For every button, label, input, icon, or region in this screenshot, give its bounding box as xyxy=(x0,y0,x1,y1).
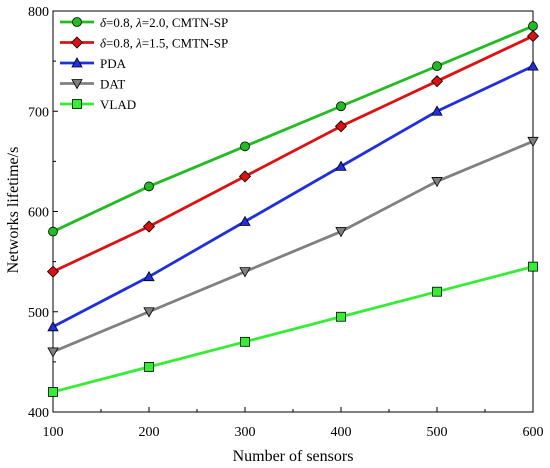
data-point xyxy=(142,220,156,233)
x-tick-label: 200 xyxy=(139,425,160,440)
legend-label: PDA xyxy=(100,56,127,71)
data-point xyxy=(526,29,540,43)
legend-entry: VLAD xyxy=(60,97,136,112)
series-line xyxy=(52,64,534,329)
y-tick-label: 500 xyxy=(28,306,49,321)
data-point xyxy=(431,177,443,188)
series-4 xyxy=(47,136,539,358)
y-tick-label: 600 xyxy=(28,206,49,221)
legend-label: δ=0.8, λ=1.5, CMTN-SP xyxy=(100,36,228,51)
plot-area: 100 200 300 400 500 600 400 500 600 700 800 xyxy=(28,5,544,440)
series-line xyxy=(52,140,534,354)
data-point xyxy=(431,105,443,116)
data-point xyxy=(432,286,442,297)
data-point xyxy=(527,136,539,148)
data-point xyxy=(240,141,250,152)
data-point xyxy=(239,215,251,226)
series-line xyxy=(52,265,534,394)
data-point xyxy=(48,387,58,397)
legend-label: DAT xyxy=(100,77,125,92)
data-point xyxy=(143,270,155,282)
x-tick-label: 300 xyxy=(235,425,256,440)
legend-marker xyxy=(71,57,83,68)
data-point xyxy=(238,170,252,183)
data-point xyxy=(239,267,251,278)
data-point xyxy=(432,61,442,72)
data-point xyxy=(528,261,538,272)
series-2 xyxy=(46,29,540,278)
legend-label: VLAD xyxy=(100,97,136,112)
x-axis-title: Number of sensors xyxy=(233,448,354,465)
data-point xyxy=(527,60,539,71)
legend-marker xyxy=(72,17,82,27)
data-point xyxy=(336,311,346,322)
x-tick-label: 500 xyxy=(427,425,448,440)
legend-marker xyxy=(72,99,82,109)
data-point xyxy=(144,181,154,192)
data-point xyxy=(430,75,444,88)
series-line xyxy=(52,34,534,273)
data-point xyxy=(335,227,347,238)
series-1 xyxy=(48,21,538,237)
data-point xyxy=(46,265,60,278)
y-tick-label: 700 xyxy=(28,105,49,120)
data-point xyxy=(240,336,250,347)
data-point xyxy=(47,320,59,332)
legend-entry: δ=0.8, λ=2.0, CMTN-SP xyxy=(60,15,228,30)
series-line xyxy=(52,24,534,233)
x-tick-label: 100 xyxy=(43,425,64,440)
y-tick-label: 400 xyxy=(28,406,49,421)
legend: δ=0.8, λ=2.0, CMTN-SP δ=0.8, λ=1.5, CMTN-… xyxy=(60,15,228,112)
data-point xyxy=(334,120,348,133)
x-tick-label: 600 xyxy=(523,425,544,440)
x-tick-label: 400 xyxy=(331,425,352,440)
data-point xyxy=(335,160,347,171)
data-point xyxy=(143,307,155,318)
legend-marker xyxy=(70,36,84,49)
series-5 xyxy=(48,261,538,397)
legend-entry: PDA xyxy=(60,56,127,71)
data-point xyxy=(528,21,538,31)
legend-entry: δ=0.8, λ=1.5, CMTN-SP xyxy=(60,36,228,51)
data-point xyxy=(48,226,58,237)
y-tick-label: 800 xyxy=(28,5,49,20)
legend-label: δ=0.8, λ=2.0, CMTN-SP xyxy=(100,15,228,30)
y-axis-title: Networks lifetime/s xyxy=(5,147,22,274)
series-layer xyxy=(46,21,540,397)
data-point xyxy=(144,361,154,372)
data-point xyxy=(336,101,346,112)
legend-entry: DAT xyxy=(60,77,125,92)
legend-marker xyxy=(71,79,83,90)
series-3 xyxy=(47,60,539,332)
data-point xyxy=(47,347,59,358)
